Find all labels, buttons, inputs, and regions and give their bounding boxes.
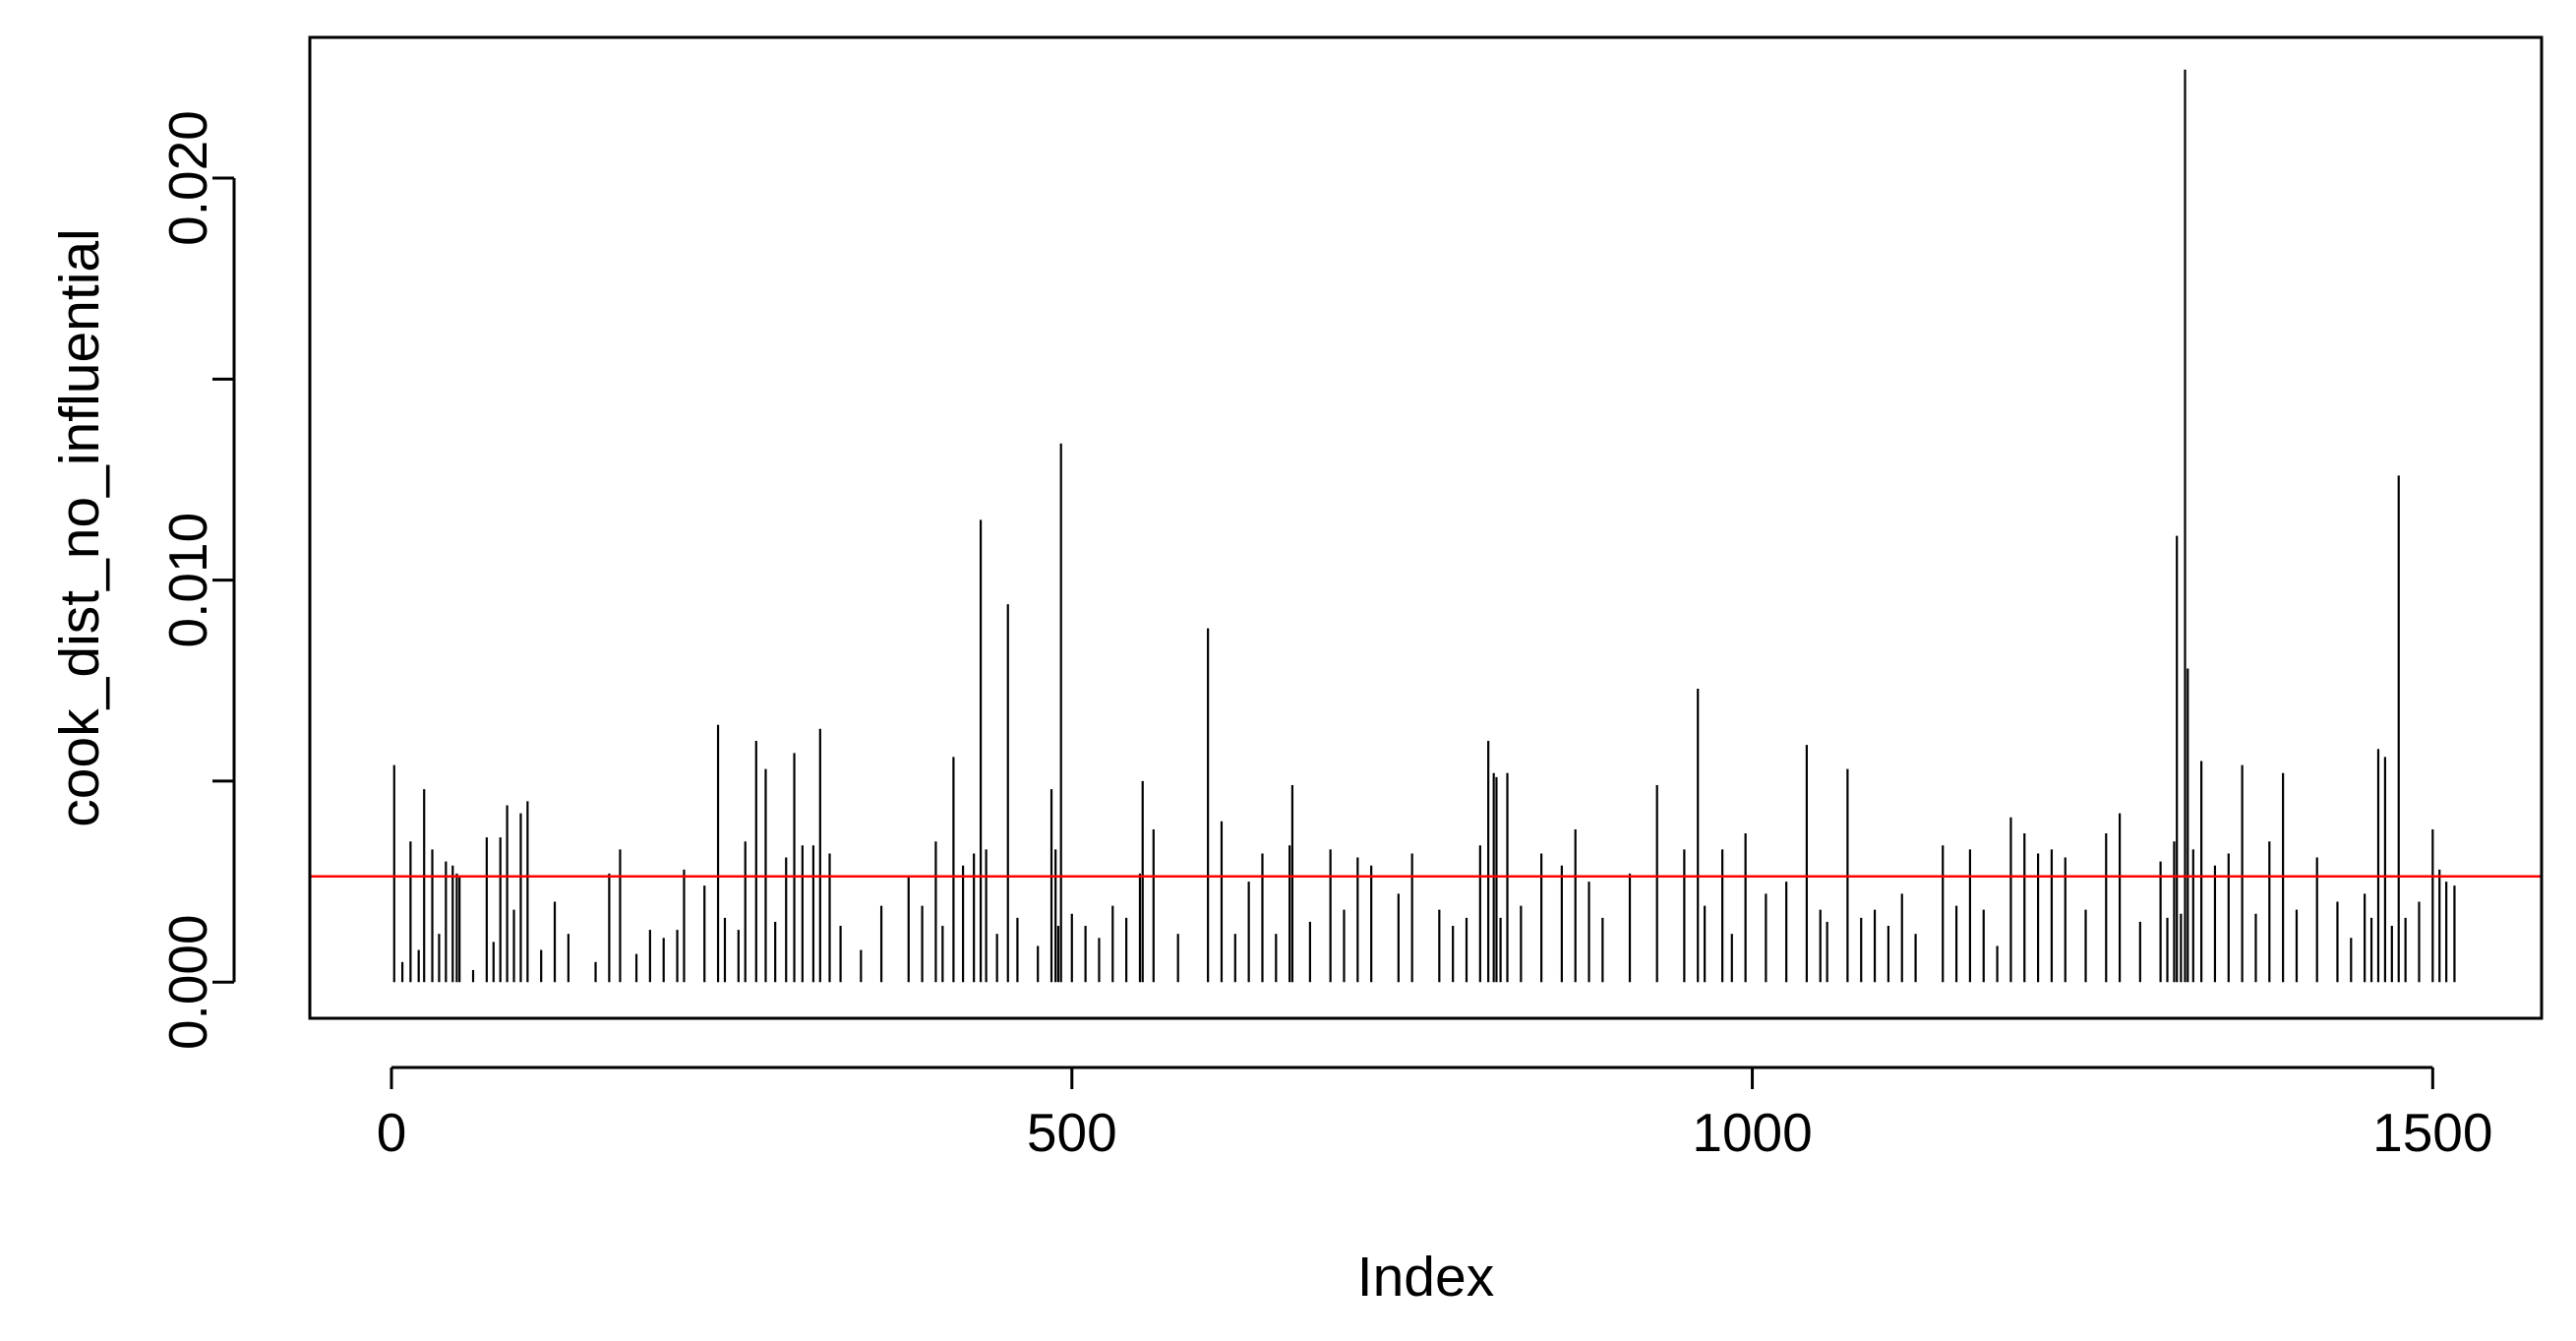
x-axis: 0 500 1000 1500 — [377, 1066, 2492, 1163]
x-tick-label: 1000 — [1692, 1102, 1812, 1163]
y-tick-label: 0.020 — [157, 110, 218, 246]
y-tick-label: 0.000 — [157, 914, 218, 1050]
x-tick-label: 500 — [1027, 1102, 1117, 1163]
plot-frame — [308, 35, 2544, 1020]
y-tick-label: 0.010 — [157, 513, 218, 648]
y-axis: 0.000 0.010 0.020 — [157, 110, 236, 1050]
x-tick-label: 1500 — [2372, 1102, 2492, 1163]
x-axis-title: Index — [1357, 1246, 1494, 1309]
y-axis-title: cook_dist_no_influential — [48, 228, 111, 826]
x-tick-label: 0 — [377, 1102, 407, 1163]
